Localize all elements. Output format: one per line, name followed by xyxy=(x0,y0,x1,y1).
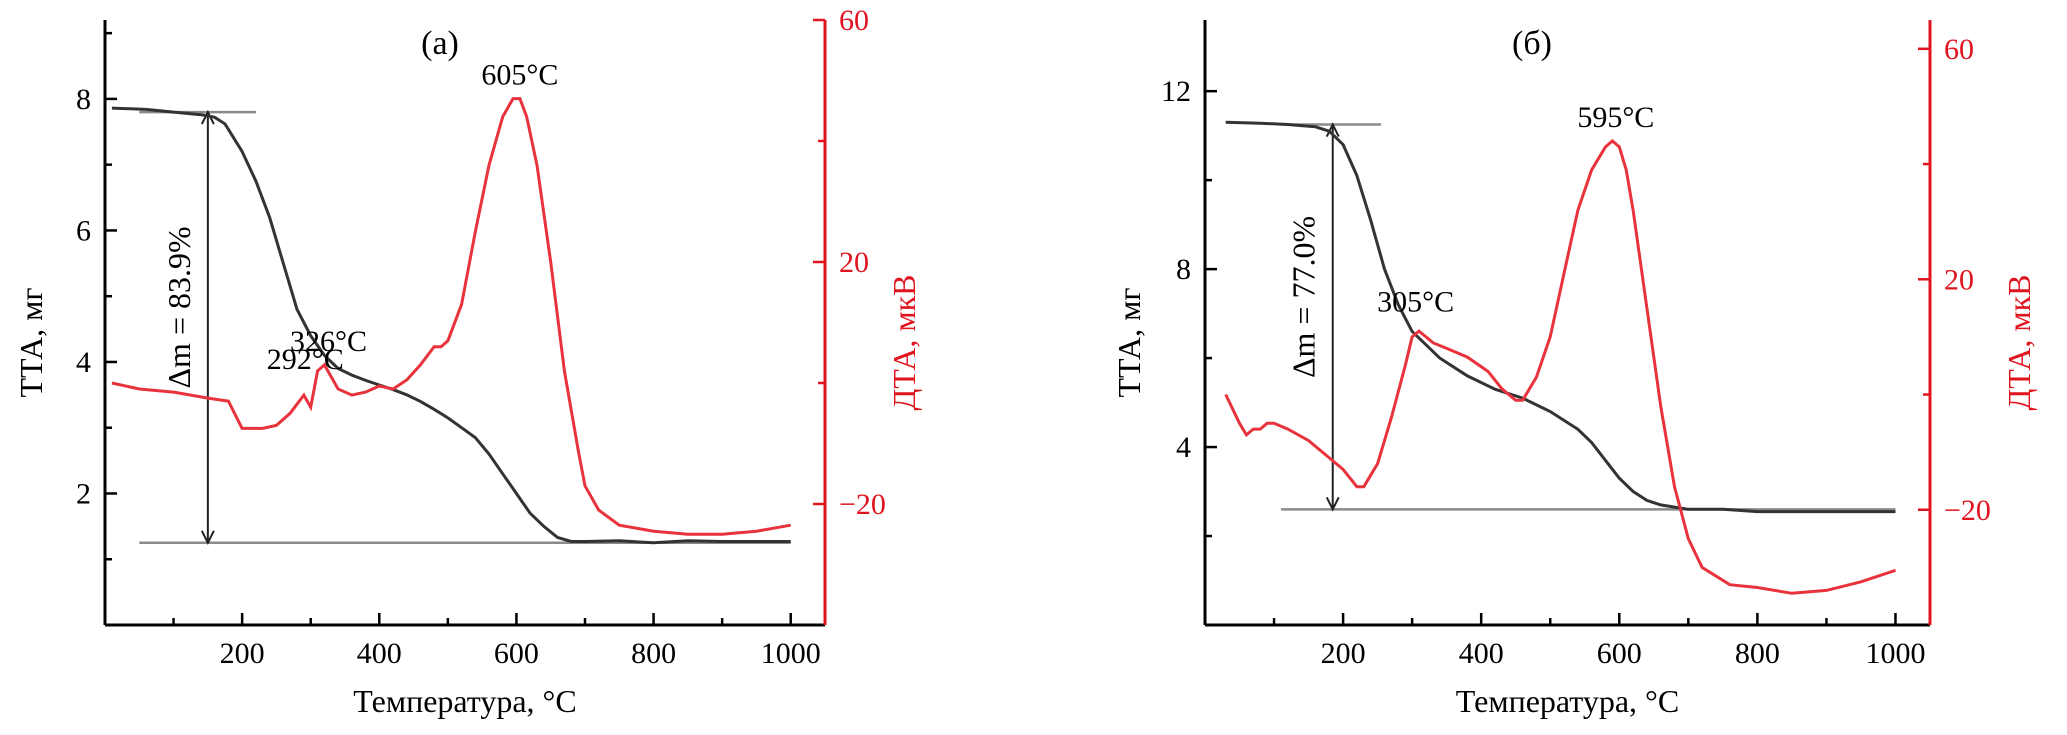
panel-label: (a) xyxy=(421,25,459,62)
right-tick-label: 20 xyxy=(839,246,869,279)
right-tick-label: −20 xyxy=(839,488,886,521)
left-axis-label: ТТА, мг xyxy=(13,288,49,398)
left-tick-label: 8 xyxy=(76,83,91,116)
right-tick-label: −20 xyxy=(1944,494,1991,527)
x-tick-label: 800 xyxy=(1735,637,1780,670)
x-tick-label: 1000 xyxy=(1865,637,1925,670)
peak-annotation: 305°C xyxy=(1377,285,1454,318)
right-tick-label: 60 xyxy=(839,4,869,37)
mass-arrow-head-top xyxy=(200,109,215,125)
mass-loss-label: Δm = 83.9% xyxy=(161,226,197,388)
dta-series-line xyxy=(1224,139,1896,595)
tga-series-line xyxy=(111,106,791,545)
mass-arrow-head-bottom xyxy=(200,530,215,546)
left-axis-label: ТТА, мг xyxy=(1111,288,1147,398)
x-tick-label: 400 xyxy=(1459,637,1504,670)
peak-annotation: 605°C xyxy=(481,59,558,92)
right-axis-label: ДТА, мкВ xyxy=(886,274,922,410)
mass-arrow-head-bottom xyxy=(1325,496,1340,512)
x-axis-label: Температура, °C xyxy=(1456,683,1679,719)
peak-annotation: 326°C xyxy=(290,325,367,358)
peak-annotation: 595°C xyxy=(1577,101,1654,134)
right-tick-label: 60 xyxy=(1944,33,1974,66)
right-tick-label: 20 xyxy=(1944,263,1974,296)
peak-annotation: 292°C xyxy=(267,343,344,376)
panel-a: 200 400 600 800 1000 2 4 6 8 −20 20 60 Температура, … xyxy=(13,4,922,719)
left-tick-label: 12 xyxy=(1161,75,1191,108)
left-tick-label: 4 xyxy=(1176,431,1191,464)
x-tick-label: 600 xyxy=(1597,637,1642,670)
left-tick-label: 4 xyxy=(76,346,91,379)
tga-series-line xyxy=(1225,120,1896,514)
x-tick-label: 600 xyxy=(494,637,539,670)
left-tick-label: 2 xyxy=(76,477,91,510)
x-axis-label: Температура, °C xyxy=(353,683,576,719)
x-tick-label: 800 xyxy=(631,637,676,670)
mass-loss-label: Δm = 77.0% xyxy=(1286,216,1322,378)
panel-label: (б) xyxy=(1512,25,1552,62)
panel-b: 200 400 600 800 1000 4 8 12 −20 20 60 Температура, … xyxy=(1111,20,2037,719)
left-tick-label: 6 xyxy=(76,214,91,247)
x-tick-label: 1000 xyxy=(761,637,821,670)
right-axis-label: ДТА, мкВ xyxy=(2001,274,2037,410)
x-tick-label: 200 xyxy=(220,637,265,670)
x-tick-label: 200 xyxy=(1321,637,1366,670)
left-tick-label: 8 xyxy=(1176,253,1191,286)
x-tick-label: 400 xyxy=(357,637,402,670)
dta-series-line xyxy=(111,97,791,536)
